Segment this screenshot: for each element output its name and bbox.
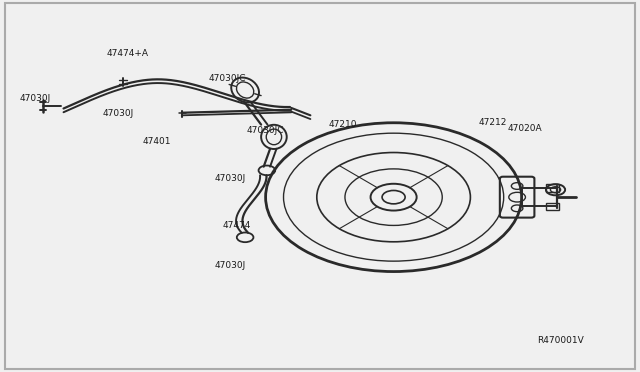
Text: 47474+A: 47474+A [107, 49, 149, 58]
Text: 47401: 47401 [143, 137, 171, 146]
Text: 47210: 47210 [328, 120, 356, 129]
Text: 47030J: 47030J [215, 262, 246, 270]
Text: R470001V: R470001V [536, 336, 584, 345]
Bar [546, 184, 559, 192]
Text: 47030JC: 47030JC [209, 74, 246, 83]
Text: 47474: 47474 [223, 221, 251, 230]
Text: 47030J: 47030J [103, 109, 134, 118]
Text: 47030J: 47030J [215, 174, 246, 183]
Text: 47020A: 47020A [508, 124, 542, 133]
Bar [546, 203, 559, 210]
Text: 47030JC: 47030JC [247, 126, 284, 135]
Text: 47030J: 47030J [20, 94, 51, 103]
Text: 47212: 47212 [479, 118, 507, 127]
